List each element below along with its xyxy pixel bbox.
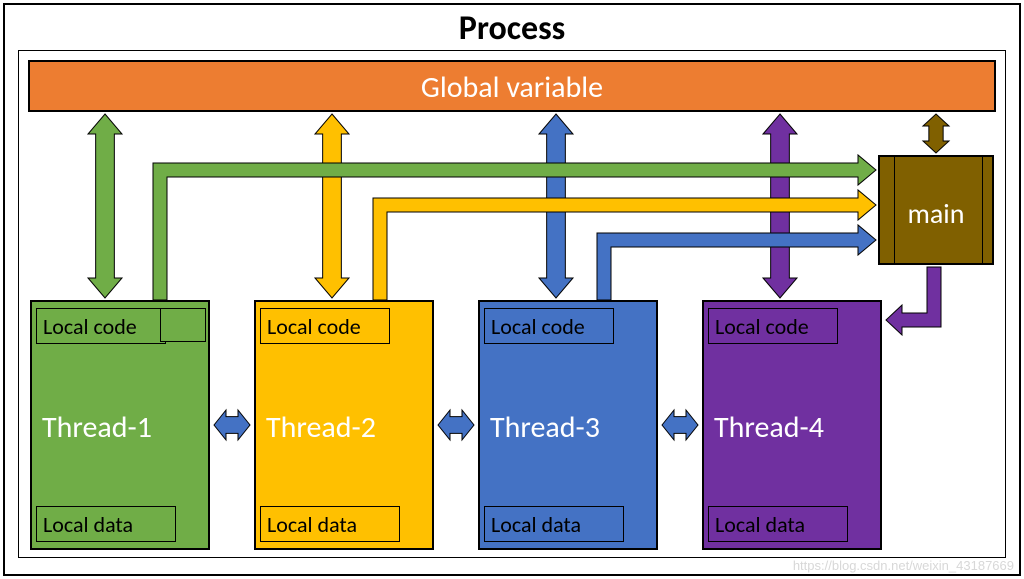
thread-1-local-data: Local data [36, 506, 176, 542]
thread-1-local-code: Local code [36, 308, 166, 344]
thread-1-label: Thread-1 [42, 409, 152, 446]
thread-3: Local code Thread-3 Local data [478, 300, 658, 550]
thread-2-local-data: Local data [260, 506, 400, 542]
thread-2: Local code Thread-2 Local data [254, 300, 434, 550]
thread-3-local-code: Local code [484, 308, 614, 344]
diagram-title: Process [0, 8, 1024, 49]
thread-4-local-data: Local data [708, 506, 848, 542]
thread-4: Local code Thread-4 Local data [702, 300, 882, 550]
thread-1: Local code Thread-1 Local data [30, 300, 210, 550]
thread-2-local-code: Local code [260, 308, 390, 344]
thread-1-corner-box [160, 308, 206, 342]
main-label: main [880, 196, 992, 231]
thread-4-label: Thread-4 [714, 409, 824, 446]
global-variable-label: Global variable [30, 69, 994, 106]
process-thread-diagram: Process Global variable main Local code Thre… [0, 0, 1024, 579]
thread-2-label: Thread-2 [266, 409, 376, 446]
watermark-text: https://blog.csdn.net/weixin_43187669 [793, 558, 1014, 573]
thread-3-local-data: Local data [484, 506, 624, 542]
global-variable-box: Global variable [28, 60, 996, 112]
main-box: main [878, 155, 994, 265]
thread-3-label: Thread-3 [490, 409, 600, 446]
thread-4-local-code: Local code [708, 308, 838, 344]
